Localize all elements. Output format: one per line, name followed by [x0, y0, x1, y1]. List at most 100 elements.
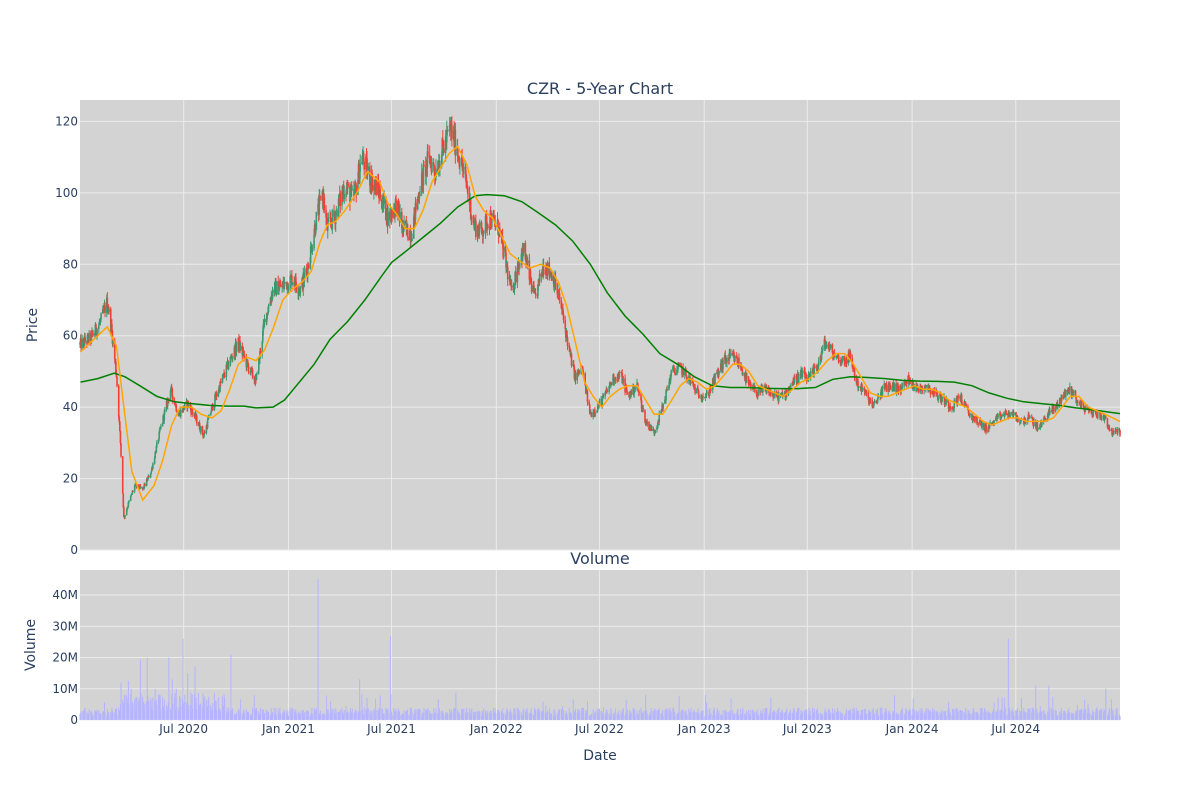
- volume-bar: [1011, 708, 1013, 720]
- volume-bar: [961, 711, 963, 720]
- volume-bar: [353, 712, 355, 720]
- volume-bar: [298, 715, 300, 720]
- volume-bar: [285, 713, 287, 720]
- candle-body: [917, 387, 920, 393]
- candle-body: [1033, 420, 1035, 426]
- volume-bar: [471, 708, 473, 720]
- volume-bar: [1111, 708, 1113, 720]
- volume-bar: [1012, 711, 1014, 720]
- candle-body: [91, 331, 94, 334]
- volume-bar: [275, 715, 277, 720]
- candle-body: [872, 404, 875, 407]
- volume-bar: [218, 710, 220, 720]
- volume-bar: [449, 708, 451, 720]
- volume-bar: [741, 709, 743, 720]
- candle-body: [614, 377, 617, 381]
- volume-bar: [732, 714, 734, 720]
- volume-bar: [406, 713, 408, 720]
- candle-body: [947, 399, 949, 403]
- volume-bar: [650, 714, 652, 720]
- candle-body: [638, 392, 641, 394]
- candle-body: [824, 341, 827, 347]
- candle-body: [608, 385, 610, 392]
- volume-bar: [929, 712, 931, 720]
- volume-bar: [207, 699, 209, 720]
- volume-bar: [496, 710, 498, 720]
- candle-body: [104, 305, 106, 313]
- volume-bar: [470, 713, 472, 720]
- candle-body: [418, 195, 421, 199]
- candle-body: [786, 389, 788, 395]
- volume-bar: [588, 715, 590, 720]
- candle-body: [95, 324, 97, 333]
- volume-bar: [565, 714, 567, 720]
- volume-bar: [201, 706, 203, 720]
- volume-bar: [492, 707, 494, 720]
- volume-bar: [909, 709, 911, 720]
- volume-bar: [219, 708, 221, 720]
- candle-body: [90, 332, 93, 342]
- volume-bar: [840, 714, 842, 720]
- volume-bar: [219, 709, 221, 720]
- volume-bar: [1040, 712, 1042, 720]
- volume-bar: [562, 710, 564, 720]
- volume-bar: [801, 713, 803, 720]
- candle-body: [367, 166, 369, 171]
- volume-bar: [306, 710, 308, 720]
- candle-body: [673, 366, 675, 371]
- volume-bars: [79, 579, 1121, 720]
- volume-bar: [708, 709, 710, 720]
- volume-bar: [222, 705, 224, 720]
- volume-bar: [1033, 709, 1035, 720]
- candle-body: [369, 166, 371, 186]
- volume-bar: [323, 713, 325, 720]
- candle-body: [841, 355, 844, 361]
- volume-bar: [904, 712, 906, 720]
- candle-body: [100, 313, 102, 320]
- volume-bar: [515, 714, 517, 720]
- candle-body: [365, 156, 368, 159]
- volume-bar: [985, 711, 987, 720]
- volume-bar: [593, 715, 595, 720]
- candle-body: [221, 377, 224, 384]
- volume-bar: [725, 710, 727, 720]
- volume-bar: [924, 710, 926, 720]
- volume-bar: [1080, 710, 1082, 720]
- candle-body: [128, 500, 130, 503]
- candle-body: [1092, 411, 1095, 417]
- volume-bar: [870, 712, 872, 720]
- candle-body: [420, 172, 423, 194]
- volume-bar: [840, 712, 842, 720]
- volume-bar: [367, 708, 369, 720]
- volume-bar: [174, 697, 176, 720]
- candle-body: [416, 196, 419, 210]
- volume-bar: [191, 710, 193, 720]
- candle-body: [976, 417, 978, 423]
- candle-body: [626, 392, 629, 394]
- candle-body: [1029, 416, 1031, 418]
- candle-body: [247, 362, 249, 366]
- candle-body: [263, 322, 265, 324]
- volume-bar: [401, 714, 403, 720]
- volume-bar: [330, 712, 332, 720]
- volume-bar: [458, 713, 460, 720]
- candle-body: [973, 416, 975, 422]
- candle-body: [1045, 419, 1047, 421]
- candle-body: [467, 187, 469, 195]
- volume-bar: [1019, 711, 1021, 720]
- candle-body: [797, 375, 800, 383]
- volume-bar: [972, 708, 974, 720]
- volume-bar: [809, 714, 811, 720]
- volume-bar: [341, 707, 343, 720]
- volume-bar: [526, 708, 528, 720]
- volume-bar: [162, 697, 164, 720]
- candle-body: [530, 281, 532, 284]
- volume-bar: [557, 710, 559, 720]
- volume-bar: [310, 713, 312, 720]
- candle-body: [504, 246, 507, 253]
- candle-body: [526, 260, 529, 263]
- volume-bar: [598, 708, 600, 720]
- candle-body: [617, 373, 620, 376]
- candle-body: [976, 422, 979, 424]
